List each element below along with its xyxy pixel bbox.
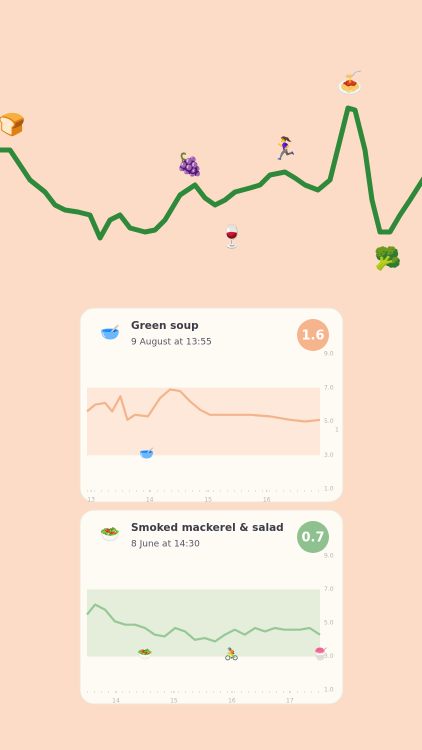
meal-icon: 🥣	[139, 446, 154, 460]
hero-icon: 🍞	[0, 112, 26, 138]
y-tick-label: 7.0	[324, 586, 334, 593]
meal-icon: 🚴	[224, 647, 239, 661]
y-tick-label: 9.0	[324, 553, 334, 560]
glucose-line	[86, 603, 321, 643]
x-tick-label: 14	[112, 698, 120, 705]
x-tick-label: 14	[146, 497, 154, 504]
x-tick-label: 16	[263, 497, 271, 504]
side-label: 1	[335, 426, 339, 433]
target-band	[87, 589, 320, 657]
y-tick-label: 3.0	[324, 653, 334, 660]
hero-icon: 🥦	[374, 245, 401, 272]
hero-icon: 🍷	[218, 224, 245, 250]
card-title: Smoked mackerel & salad	[131, 522, 284, 534]
y-tick-label: 1.0	[324, 687, 334, 694]
card-title: Green soup	[131, 320, 199, 332]
x-tick-label: 15	[170, 698, 178, 705]
y-tick-label: 5.0	[324, 620, 334, 627]
score-badge	[297, 319, 329, 351]
card-date: 8 June at 14:30	[131, 540, 200, 550]
hero-icon: 🍝	[336, 70, 363, 96]
meal-icon: 🥗	[137, 647, 152, 661]
target-band	[87, 387, 320, 456]
y-tick-label: 1.0	[324, 486, 334, 493]
hero-line	[0, 105, 422, 241]
y-tick-label: 9.0	[324, 351, 334, 358]
score-badge	[297, 521, 329, 553]
x-tick-label: 13	[87, 497, 95, 504]
x-tick-label: 16	[228, 698, 236, 705]
card-icon: 🥗	[100, 525, 120, 544]
hero-icon: 🍇	[176, 152, 203, 178]
glucose-line	[86, 388, 321, 423]
y-tick-label: 5.0	[324, 418, 334, 425]
hero-icon: 🏃‍♀️	[271, 136, 298, 162]
score: 1.6	[301, 329, 324, 344]
meal-icon: 🍧	[313, 647, 328, 661]
x-tick-label: 17	[286, 698, 294, 705]
card-icon: 🥣	[100, 323, 120, 342]
y-tick-label: 7.0	[324, 384, 334, 391]
score: 0.7	[301, 531, 324, 546]
x-tick-label: 15	[204, 497, 212, 504]
card-date: 9 August at 13:55	[131, 338, 212, 348]
y-tick-label: 3.0	[324, 452, 334, 459]
